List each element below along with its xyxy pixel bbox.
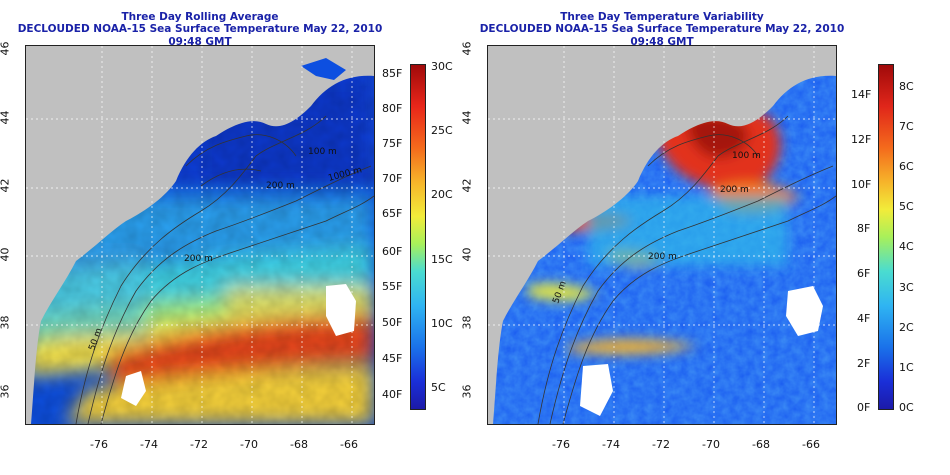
lat-tick: 36 <box>0 384 12 399</box>
colorbar-f-label: 70F <box>382 172 403 185</box>
colorbar-c-label: 2C <box>899 321 914 334</box>
bay <box>301 58 346 80</box>
lon-tick: -76 <box>552 438 570 451</box>
lon-tick: -72 <box>652 438 670 451</box>
lat-tick: 46 <box>0 41 12 56</box>
colorbar-c-label: 20C <box>431 188 453 201</box>
left-sst-map[interactable]: 50 m 200 m 1000 m 100 m 200 m <box>25 45 375 425</box>
lat-tick: 42 <box>460 178 474 193</box>
colorbar-f-label: 4F <box>857 312 871 325</box>
contour-label: 200 m <box>648 252 677 262</box>
colorbar-f-label: 8F <box>857 222 871 235</box>
lat-tick: 44 <box>460 110 474 125</box>
lon-tick: -70 <box>702 438 720 451</box>
land-mass <box>26 46 374 424</box>
lat-tick: 46 <box>460 41 474 56</box>
graticule <box>26 46 374 424</box>
lat-tick: 44 <box>0 110 12 125</box>
colorbar-c-label: 6C <box>899 160 914 173</box>
lat-tick: 36 <box>460 384 474 399</box>
colorbar-f-label: 65F <box>382 207 403 220</box>
colorbar-c-label: 0C <box>899 401 914 414</box>
colorbar-f-label: 80F <box>382 102 403 115</box>
lat-tick: 38 <box>460 315 474 330</box>
cloud-gap <box>786 286 823 336</box>
colorbar-c-label: 25C <box>431 124 453 137</box>
contour-label: 200 m <box>184 254 213 264</box>
colorbar-c-label: 5C <box>899 200 914 213</box>
colorbar-c-label: 30C <box>431 60 453 73</box>
contour-label: 100 m <box>732 151 761 161</box>
colorbar-f-label: 55F <box>382 280 403 293</box>
colorbar-c-label: 8C <box>899 80 914 93</box>
lon-tick: -68 <box>290 438 308 451</box>
colorbar-f-label: 10F <box>851 178 872 191</box>
colorbar-f-label: 50F <box>382 316 403 329</box>
lon-tick: -70 <box>240 438 258 451</box>
colorbar-c-label: 15C <box>431 253 453 266</box>
colorbar-f-label: 45F <box>382 352 403 365</box>
lon-tick: -66 <box>340 438 358 451</box>
contour-label: 200 m <box>266 181 295 191</box>
left-map-title: Three Day Rolling Average <box>121 11 279 23</box>
colorbar-f-label: 85F <box>382 67 403 80</box>
lon-tick: -74 <box>140 438 158 451</box>
colorbar-c-label: 5C <box>431 381 446 394</box>
graticule <box>488 46 836 424</box>
cloud-gap <box>121 371 146 406</box>
right-map-svg: 200 m 100 m 200 m 50 m <box>488 46 836 424</box>
colorbar-f-label: 14F <box>851 88 872 101</box>
colorbar-f-label: 0F <box>857 401 871 414</box>
colorbar-f-label: 12F <box>851 133 872 146</box>
contour-label: 200 m <box>720 185 749 195</box>
contour-label: 100 m <box>308 147 337 157</box>
cloud-gap <box>326 284 356 336</box>
lat-tick: 38 <box>0 315 12 330</box>
colorbar-f-label: 60F <box>382 245 403 258</box>
left-colorbar <box>410 64 426 410</box>
land-mass <box>488 46 836 424</box>
lon-tick: -66 <box>802 438 820 451</box>
colorbar-f-label: 6F <box>857 267 871 280</box>
lat-tick: 42 <box>0 178 12 193</box>
lat-tick: 40 <box>0 247 12 262</box>
bathymetry-contours <box>537 115 836 424</box>
colorbar-c-label: 1C <box>899 361 914 374</box>
bathymetry-contours <box>75 115 374 424</box>
lat-tick: 40 <box>460 247 474 262</box>
colorbar-f-label: 40F <box>382 388 403 401</box>
left-map-svg: 50 m 200 m 1000 m 100 m 200 m <box>26 46 374 424</box>
right-map-title: Three Day Temperature Variability <box>560 11 764 23</box>
right-colorbar <box>878 64 894 410</box>
colorbar-c-label: 7C <box>899 120 914 133</box>
lon-tick: -74 <box>602 438 620 451</box>
colorbar-c-label: 10C <box>431 317 453 330</box>
right-variability-map[interactable]: 200 m 100 m 200 m 50 m <box>487 45 837 425</box>
lon-tick: -76 <box>90 438 108 451</box>
colorbar-f-label: 2F <box>857 357 871 370</box>
colorbar-f-label: 75F <box>382 137 403 150</box>
lon-tick: -72 <box>190 438 208 451</box>
cloud-gap <box>580 364 613 416</box>
colorbar-c-label: 3C <box>899 281 914 294</box>
colorbar-c-label: 4C <box>899 240 914 253</box>
lon-tick: -68 <box>752 438 770 451</box>
